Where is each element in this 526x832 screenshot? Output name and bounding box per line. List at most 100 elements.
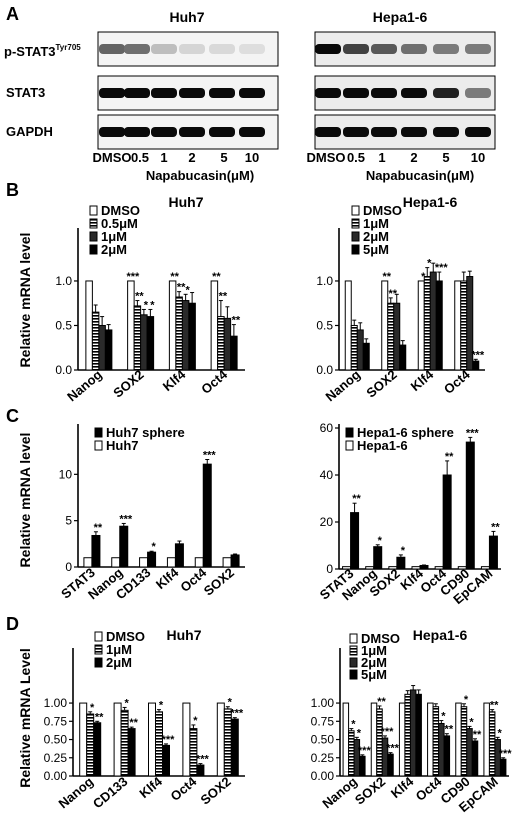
y-tick-label: 10 [59, 467, 73, 481]
panel-label-d: D [6, 614, 19, 634]
bar [104, 329, 113, 371]
significance-label: *** [358, 745, 372, 757]
significance-label: * [498, 727, 503, 739]
bar [147, 551, 157, 568]
y-tick-label: 0.5 [55, 318, 72, 332]
band-huh7-p-stat3-4 [209, 44, 235, 54]
band-hepa1-6-stat3-0 [315, 88, 341, 98]
category-label: Klf4 [153, 564, 182, 592]
band-hepa1-6-stat3-2 [371, 88, 397, 98]
legend-label: Hepa1-6 sphere [357, 425, 454, 440]
y-tick-label: 1.0 [316, 274, 333, 288]
legend-label: 1μM [361, 643, 387, 658]
y-tick-label: 1.00 [311, 696, 335, 710]
significance-label: * [159, 700, 164, 712]
band-hepa1-6-stat3-5 [465, 88, 491, 98]
significance-label: * [351, 719, 356, 731]
band-hepa1-6-stat3-1 [343, 88, 369, 98]
significance-label: ** [129, 717, 138, 729]
bar [86, 713, 95, 777]
chart-title: Huh7 [169, 194, 204, 210]
lane-label: 0.5 [131, 150, 149, 165]
significance-label: *** [499, 748, 513, 760]
band-huh7-p-stat3-0 [99, 44, 125, 54]
bar [342, 702, 350, 777]
y-tick-label: 40 [320, 468, 334, 482]
bar [488, 711, 496, 777]
bar [432, 706, 440, 777]
bar [174, 543, 184, 568]
bar [216, 702, 225, 777]
legend-swatch [89, 244, 98, 255]
panel-label-c: C [6, 406, 19, 426]
bar [79, 702, 88, 777]
legend-label: DMSO [106, 629, 145, 644]
bar [93, 722, 102, 777]
bar [483, 702, 490, 777]
legend-swatch [89, 231, 98, 242]
bar [376, 708, 383, 777]
lane-label: DMSO [93, 150, 132, 165]
lane-label: 10 [471, 150, 485, 165]
significance-label: ** [445, 451, 454, 463]
significance-label: *** [162, 734, 176, 746]
significance-label: ** [95, 711, 104, 723]
category-label: SOX2 [352, 774, 388, 808]
legend-label: 1μM [106, 642, 132, 657]
significance-label: *** [126, 271, 140, 283]
bar [223, 317, 232, 371]
significance-label: ** [232, 315, 241, 327]
legend-label: 2μM [106, 655, 132, 670]
significance-label: *** [471, 349, 485, 361]
band-hepa1-6-p-stat3-2 [371, 44, 397, 54]
band-hepa1-6-p-stat3-3 [401, 44, 427, 54]
legend-swatch [349, 645, 358, 656]
band-huh7-p-stat3-1 [124, 44, 150, 54]
bar [182, 702, 191, 777]
y-tick-label: 0.50 [311, 733, 335, 747]
category-label: Oct4 [168, 773, 200, 804]
bar [230, 554, 240, 568]
legend-swatch [351, 231, 360, 242]
bar [356, 329, 364, 371]
y-tick-label: 0.75 [44, 714, 68, 728]
bar [146, 316, 155, 371]
bar [140, 314, 148, 371]
band-huh7-p-stat3-3 [179, 44, 205, 54]
bar [465, 441, 475, 570]
significance-label: * [421, 271, 426, 283]
y-tick-label: 0.25 [44, 751, 68, 765]
significance-label: * [427, 258, 432, 270]
bar [373, 546, 383, 570]
legend-swatch [349, 669, 358, 680]
bar [387, 302, 395, 371]
significance-label: * [464, 694, 469, 706]
band-huh7-gapdh-5 [239, 127, 265, 137]
significance-label: * [441, 711, 446, 723]
y-tick-label: 0.75 [311, 714, 335, 728]
category-label: SOX2 [201, 565, 237, 599]
legend-label: DMSO [361, 631, 400, 646]
panel-label-b: B [6, 180, 19, 200]
bar [189, 728, 198, 777]
y-axis-label: Relative mRNA Level [17, 648, 33, 788]
band-hepa1-6-gapdh-2 [371, 127, 397, 137]
legend-swatch [94, 644, 103, 655]
chart-title: Hepa1-6 [403, 194, 458, 210]
bar [85, 280, 93, 371]
bar [396, 556, 406, 570]
legend-swatch [94, 631, 103, 642]
row-label-pstat3: p-STAT3Tyr705 [4, 43, 81, 59]
blot-title-huh7: Huh7 [170, 9, 205, 25]
bar [133, 305, 142, 371]
lane-label: 0.5 [347, 150, 365, 165]
significance-label: *** [466, 427, 480, 439]
bar [359, 755, 366, 777]
bar [419, 564, 429, 570]
lane-label: 1 [378, 150, 385, 165]
bar [127, 280, 135, 371]
bar [472, 360, 480, 371]
bar [417, 280, 425, 371]
significance-label: ** [352, 493, 361, 505]
bar [455, 702, 462, 777]
